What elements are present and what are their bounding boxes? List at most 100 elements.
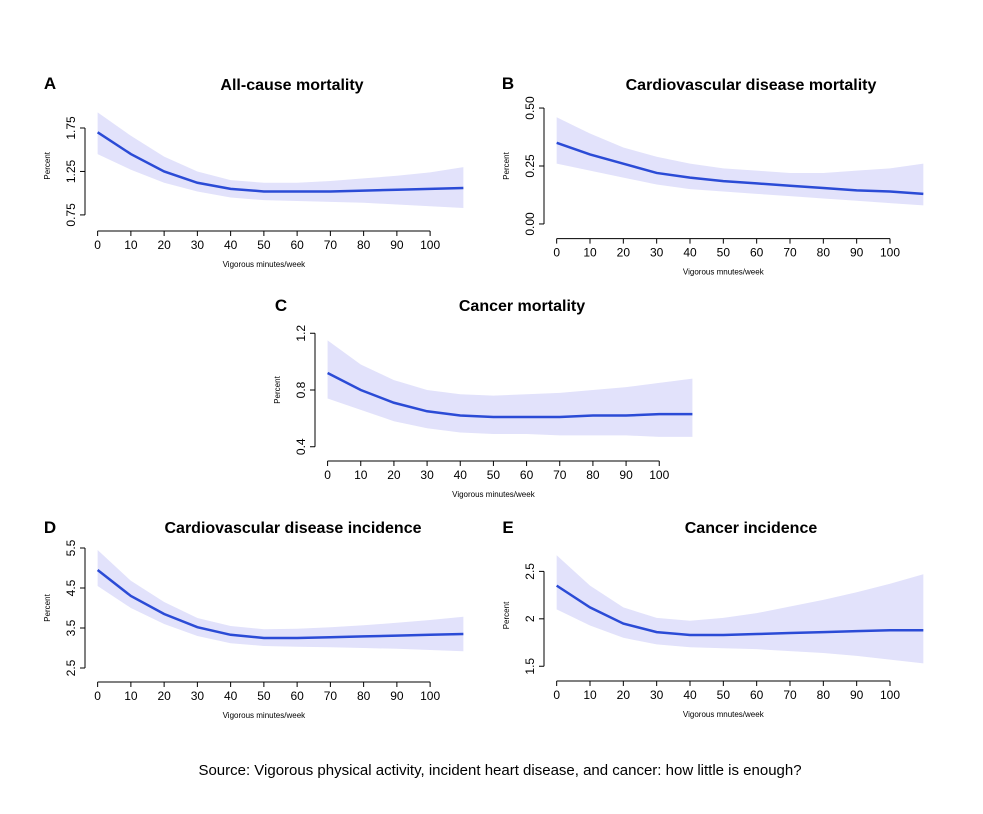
x-tick-label: 50: [717, 246, 731, 260]
x-tick-label: 60: [290, 238, 304, 252]
x-tick-label: 30: [420, 468, 434, 482]
x-tick-label: 30: [191, 689, 205, 703]
x-axis-label: Vigorous mnutes/week: [683, 710, 765, 719]
x-axis-label: Vigorous mnutes/week: [683, 268, 765, 277]
x-tick-label: 40: [683, 688, 697, 702]
x-tick-label: 100: [880, 688, 900, 702]
x-tick-label: 40: [224, 689, 238, 703]
panel-letter: D: [44, 518, 56, 537]
confidence-band: [556, 555, 924, 664]
x-tick-label: 60: [750, 688, 764, 702]
x-tick-label: 70: [783, 246, 797, 260]
x-tick-label: 80: [817, 246, 831, 260]
y-tick-label: 1.25: [64, 159, 78, 183]
panel-letter: B: [502, 74, 514, 93]
chart-title: Cancer mortality: [459, 298, 585, 315]
y-tick-label: 0.25: [523, 154, 537, 178]
y-tick-label: 2.5: [523, 563, 537, 580]
x-tick-label: 20: [157, 689, 171, 703]
estimate-line: [96, 569, 464, 640]
y-tick-label: 4.5: [64, 579, 78, 596]
estimate-line: [96, 131, 464, 193]
x-tick-label: 0: [94, 238, 101, 252]
panel-letter: A: [44, 74, 56, 93]
y-tick-label: 2: [523, 615, 537, 622]
estimate-line: [327, 371, 693, 419]
x-tick-label: 50: [257, 689, 271, 703]
estimate-line: [556, 141, 924, 196]
y-axis-label: Percent: [43, 151, 52, 179]
x-tick-label: 0: [553, 688, 560, 702]
confidence-band: [97, 112, 464, 208]
chart-title: Cancer incidence: [685, 520, 818, 537]
y-tick-label: 1.2: [294, 325, 308, 342]
x-tick-label: 80: [357, 689, 371, 703]
x-tick-label: 20: [387, 468, 401, 482]
panel-letter: C: [275, 296, 287, 315]
chart-title: All-cause mortality: [220, 77, 363, 94]
x-tick-label: 90: [390, 689, 404, 703]
y-axis-label: Percent: [43, 593, 52, 621]
x-tick-label: 80: [586, 468, 600, 482]
y-tick-label: 5.5: [64, 539, 78, 556]
panel-letter: E: [502, 518, 513, 537]
x-tick-label: 60: [290, 689, 304, 703]
x-tick-label: 70: [783, 688, 797, 702]
x-tick-label: 20: [157, 238, 171, 252]
x-tick-label: 90: [619, 468, 633, 482]
x-tick-label: 40: [454, 468, 468, 482]
estimate-line: [555, 584, 924, 637]
x-tick-label: 90: [850, 688, 864, 702]
confidence-band: [556, 117, 924, 206]
y-tick-label: 0.50: [523, 96, 537, 120]
x-tick-label: 20: [617, 246, 631, 260]
x-tick-label: 30: [191, 238, 205, 252]
x-tick-label: 70: [324, 238, 338, 252]
x-tick-label: 30: [650, 688, 664, 702]
y-tick-label: 1.75: [64, 116, 78, 140]
x-tick-label: 10: [124, 238, 138, 252]
chart-title: Cardiovascular disease mortality: [626, 77, 877, 94]
x-axis-label: Vigorous minutes/week: [452, 490, 536, 499]
x-tick-label: 70: [553, 468, 567, 482]
x-tick-label: 100: [649, 468, 669, 482]
x-tick-label: 100: [420, 238, 440, 252]
x-tick-label: 0: [324, 468, 331, 482]
confidence-band: [327, 340, 693, 437]
x-axis-label: Vigorous minutes/week: [223, 711, 307, 720]
x-tick-label: 20: [617, 688, 631, 702]
y-axis-label: Percent: [502, 151, 511, 179]
confidence-band: [97, 550, 464, 652]
x-tick-label: 50: [487, 468, 501, 482]
y-tick-label: 3.5: [64, 619, 78, 636]
x-tick-label: 10: [124, 689, 138, 703]
y-axis-label: Percent: [502, 601, 511, 629]
y-tick-label: 0.4: [294, 438, 308, 455]
y-tick-label: 0.8: [294, 381, 308, 398]
x-tick-label: 60: [520, 468, 534, 482]
x-axis-label: Vigorous minutes/week: [223, 260, 307, 269]
x-tick-label: 100: [420, 689, 440, 703]
x-tick-label: 0: [553, 246, 560, 260]
x-tick-label: 60: [750, 246, 764, 260]
x-tick-label: 80: [817, 688, 831, 702]
x-tick-label: 40: [224, 238, 238, 252]
y-tick-label: 1.5: [523, 658, 537, 675]
y-tick-label: 2.5: [64, 659, 78, 676]
y-tick-label: 0.00: [523, 212, 537, 236]
x-tick-label: 0: [94, 689, 101, 703]
x-tick-label: 70: [324, 689, 338, 703]
chart-title: Cardiovascular disease incidence: [164, 520, 421, 537]
x-tick-label: 30: [650, 246, 664, 260]
x-tick-label: 100: [880, 246, 900, 260]
x-tick-label: 50: [717, 688, 731, 702]
x-tick-label: 10: [583, 688, 597, 702]
source-caption: Source: Vigorous physical activity, inci…: [198, 762, 801, 779]
y-tick-label: 0.75: [64, 203, 78, 227]
x-tick-label: 90: [850, 246, 864, 260]
x-tick-label: 80: [357, 238, 371, 252]
x-tick-label: 50: [257, 238, 271, 252]
x-tick-label: 10: [583, 246, 597, 260]
x-tick-label: 10: [354, 468, 368, 482]
